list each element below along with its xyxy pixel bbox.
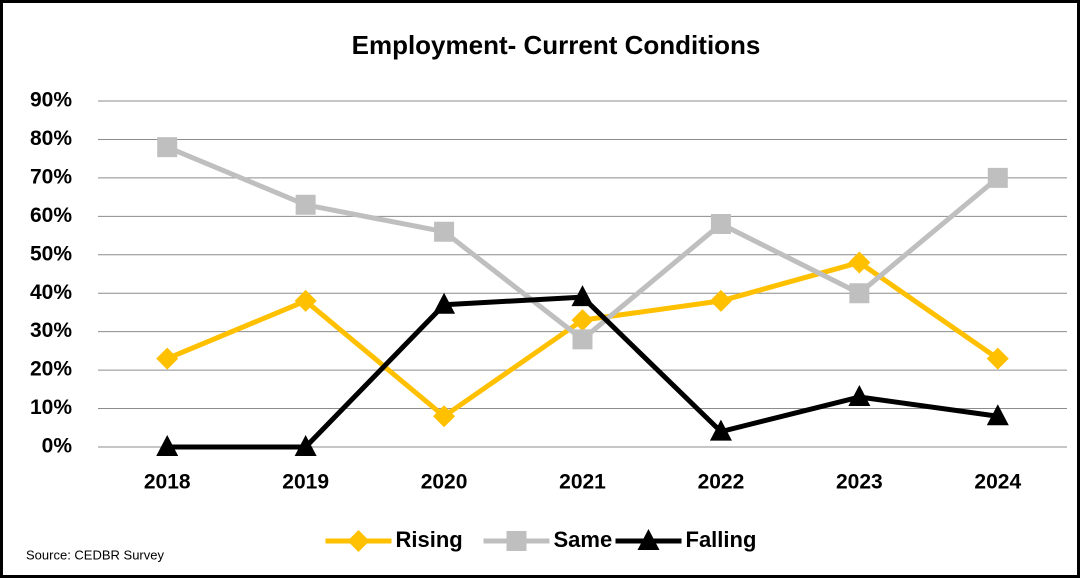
y-tick-label: 40% (30, 281, 72, 304)
y-tick-label: 70% (30, 165, 72, 188)
data-point (848, 251, 871, 274)
legend-marker (506, 531, 527, 551)
data-point (986, 404, 1009, 426)
data-point (572, 329, 593, 350)
y-tick-label: 10% (30, 396, 72, 419)
data-point (848, 385, 871, 407)
x-tick-label: 2020 (421, 471, 468, 494)
data-point (433, 292, 456, 314)
data-point (986, 347, 1009, 370)
data-point (709, 419, 732, 441)
y-tick-label: 20% (30, 358, 72, 381)
legend-marker (347, 530, 370, 552)
x-tick-label: 2019 (282, 471, 329, 494)
x-tick-label: 2018 (144, 471, 191, 494)
data-point (156, 435, 179, 456)
data-point (987, 167, 1008, 188)
data-point (571, 309, 594, 332)
x-tick-label: 2024 (974, 471, 1021, 494)
data-point (294, 289, 317, 312)
data-point (294, 435, 317, 456)
data-point (571, 285, 594, 307)
y-tick-label: 90% (30, 89, 72, 112)
data-point (710, 214, 731, 235)
chart-title: Employment- Current Conditions (352, 30, 761, 60)
x-tick-label: 2023 (836, 471, 883, 494)
data-point (157, 137, 178, 158)
data-point (849, 283, 870, 304)
source-note: Source: CEDBR Survey (26, 547, 164, 562)
data-point (295, 194, 316, 215)
legend-marker (637, 529, 660, 550)
data-point (433, 405, 456, 428)
x-tick-label: 2021 (559, 471, 606, 494)
legend-label: Same (554, 527, 613, 552)
y-tick-label: 60% (30, 204, 72, 227)
y-tick-label: 0% (42, 435, 73, 458)
y-tick-label: 80% (30, 127, 72, 150)
legend-label: Falling (686, 527, 757, 552)
x-tick-label: 2022 (698, 471, 745, 494)
legend-label: Rising (396, 527, 463, 552)
data-point (434, 221, 455, 242)
y-tick-label: 30% (30, 319, 72, 342)
data-point (156, 347, 179, 370)
data-point (709, 289, 732, 312)
y-tick-label: 50% (30, 242, 72, 265)
